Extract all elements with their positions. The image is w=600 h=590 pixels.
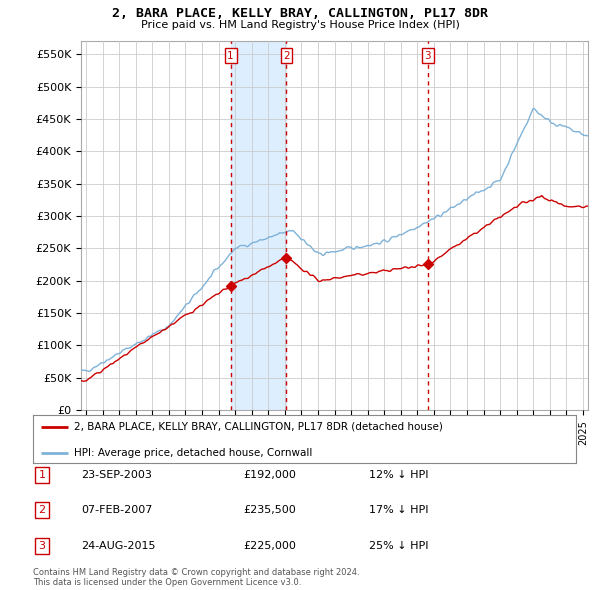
Text: 1: 1 — [38, 470, 46, 480]
Bar — [230, 41, 286, 410]
Text: 24-AUG-2015: 24-AUG-2015 — [81, 541, 155, 550]
Text: Contains HM Land Registry data © Crown copyright and database right 2024.
This d: Contains HM Land Registry data © Crown c… — [33, 568, 359, 587]
Text: 3: 3 — [38, 541, 46, 550]
Text: 1: 1 — [227, 51, 234, 61]
Text: 23-SEP-2003: 23-SEP-2003 — [81, 470, 152, 480]
Text: 25% ↓ HPI: 25% ↓ HPI — [369, 541, 428, 550]
Text: 2: 2 — [38, 506, 46, 515]
Text: 3: 3 — [425, 51, 431, 61]
Text: Price paid vs. HM Land Registry's House Price Index (HPI): Price paid vs. HM Land Registry's House … — [140, 20, 460, 30]
Text: 17% ↓ HPI: 17% ↓ HPI — [369, 506, 428, 515]
Text: 2: 2 — [283, 51, 290, 61]
Text: 07-FEB-2007: 07-FEB-2007 — [81, 506, 152, 515]
Text: £192,000: £192,000 — [243, 470, 296, 480]
Text: £235,500: £235,500 — [243, 506, 296, 515]
Text: £225,000: £225,000 — [243, 541, 296, 550]
Text: HPI: Average price, detached house, Cornwall: HPI: Average price, detached house, Corn… — [74, 447, 312, 457]
Text: 2, BARA PLACE, KELLY BRAY, CALLINGTON, PL17 8DR (detached house): 2, BARA PLACE, KELLY BRAY, CALLINGTON, P… — [74, 422, 443, 432]
Text: 2, BARA PLACE, KELLY BRAY, CALLINGTON, PL17 8DR: 2, BARA PLACE, KELLY BRAY, CALLINGTON, P… — [112, 7, 488, 20]
Text: 12% ↓ HPI: 12% ↓ HPI — [369, 470, 428, 480]
